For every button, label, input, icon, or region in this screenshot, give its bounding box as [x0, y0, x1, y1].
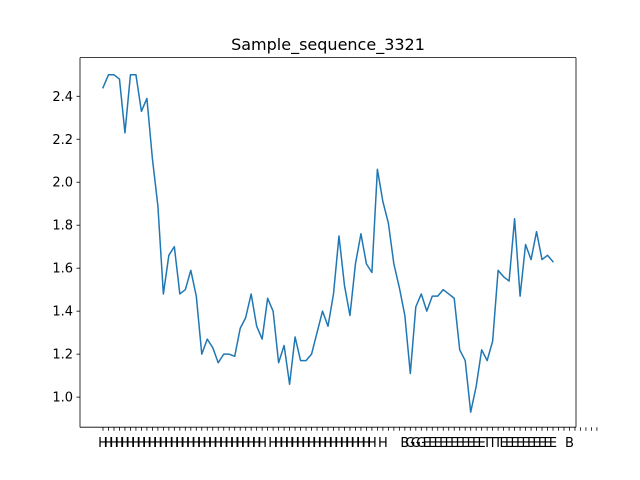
x-tick-label: H: [104, 436, 114, 451]
x-tick-label: H: [345, 436, 355, 451]
x-tick-label: H: [197, 436, 207, 451]
x-tick-label: H: [126, 436, 136, 451]
x-tick-label: G: [405, 436, 415, 451]
x-tick-label: H: [191, 436, 201, 451]
x-tick-label: B: [565, 436, 574, 451]
x-tick-label: E: [543, 436, 551, 451]
x-tick-label: H: [175, 436, 185, 451]
y-tick-label: 2.0: [52, 176, 73, 191]
x-tick-label: H: [362, 436, 372, 451]
x-tick-label: H: [367, 436, 377, 451]
x-tick-label: H: [296, 436, 306, 451]
x-tick-label: E: [434, 436, 442, 451]
x-tick-label: H: [137, 436, 147, 451]
x-tick-label: H: [340, 436, 350, 451]
x-tick-label: H: [158, 436, 168, 451]
x-tick-label: H: [208, 436, 218, 451]
x-tick-label: H: [274, 436, 284, 451]
x-tick-label: E: [510, 436, 518, 451]
x-tick-label: H: [224, 436, 234, 451]
x-tick-label: H: [147, 436, 157, 451]
x-tick-label: E: [532, 436, 540, 451]
x-tick-label: H: [312, 436, 322, 451]
x-tick-label: T: [482, 436, 491, 451]
x-tick-label: H: [252, 436, 262, 451]
x-tick-label: H: [323, 436, 333, 451]
x-tick-label: H: [219, 436, 229, 451]
x-tick-label: E: [500, 436, 508, 451]
x-tick-label: H: [378, 436, 388, 451]
y-tick-label: 1.6: [52, 262, 73, 277]
x-tick-label: H: [257, 436, 267, 451]
x-tick-label: H: [246, 436, 256, 451]
x-tick-label: H: [164, 436, 174, 451]
chart-title: Sample_sequence_3321: [231, 35, 425, 55]
y-tick-label: 2.4: [52, 90, 73, 105]
x-tick-label: B: [400, 436, 409, 451]
x-tick-label: H: [109, 436, 119, 451]
x-tick-label: H: [142, 436, 152, 451]
x-tick-label: H: [329, 436, 339, 451]
x-tick-label: G: [416, 436, 426, 451]
x-tick-label: H: [115, 436, 125, 451]
x-tick-label: E: [467, 436, 475, 451]
x-tick-label: H: [290, 436, 300, 451]
x-tick-label: H: [285, 436, 295, 451]
x-tick-label: E: [445, 436, 453, 451]
x-tick-label: G: [411, 436, 421, 451]
x-tick-label: E: [527, 436, 535, 451]
x-tick-label: T: [488, 436, 497, 451]
x-tick-label: E: [450, 436, 458, 451]
x-tick-label: H: [334, 436, 344, 451]
x-tick-label: E: [439, 436, 447, 451]
x-tick-label: H: [351, 436, 361, 451]
x-tick-label: E: [456, 436, 464, 451]
x-tick-label: E: [549, 436, 557, 451]
x-tick-label: E: [478, 436, 486, 451]
x-tick-label: H: [153, 436, 163, 451]
x-tick-label: H: [180, 436, 190, 451]
x-tick-label: H: [230, 436, 240, 451]
x-tick-label: H: [213, 436, 223, 451]
x-tick-label: H: [356, 436, 366, 451]
x-tick-label: H: [268, 436, 278, 451]
x-tick-label: H: [318, 436, 328, 451]
x-tick-label: H: [307, 436, 317, 451]
x-tick-label: E: [505, 436, 513, 451]
x-tick-label: H: [131, 436, 141, 451]
x-tick-label: H: [169, 436, 179, 451]
y-tick-label: 1.8: [52, 219, 73, 234]
y-tick-label: 1.0: [52, 391, 73, 406]
x-tick-label: E: [521, 436, 529, 451]
x-tick-label: E: [516, 436, 524, 451]
x-tick-label: H: [279, 436, 289, 451]
x-tick-label: E: [428, 436, 436, 451]
x-tick-label: E: [472, 436, 480, 451]
x-tick-label: T: [493, 436, 502, 451]
series-line: [102, 74, 555, 413]
x-tick-label: E: [461, 436, 469, 451]
x-tick-label: E: [423, 436, 431, 451]
x-tick-label: H: [301, 436, 311, 451]
y-tick-label: 1.4: [52, 305, 73, 320]
y-axis: 1.0 1.2 1.4 1.6 1.8 2.0 2.2 2.4: [52, 90, 80, 406]
x-tick-label: H: [120, 436, 130, 451]
series-layer: [102, 74, 555, 413]
axes-frame: [79, 57, 577, 428]
y-tick-label: 2.2: [52, 133, 73, 148]
plot-area: [80, 57, 576, 428]
x-tick-label: E: [538, 436, 546, 451]
x-tick-label: H: [241, 436, 251, 451]
x-tick-label: H: [186, 436, 196, 451]
x-tick-label: H: [202, 436, 212, 451]
x-tick-label: H: [98, 436, 108, 451]
x-tick-label: H: [235, 436, 245, 451]
y-tick-label: 1.2: [52, 348, 73, 363]
